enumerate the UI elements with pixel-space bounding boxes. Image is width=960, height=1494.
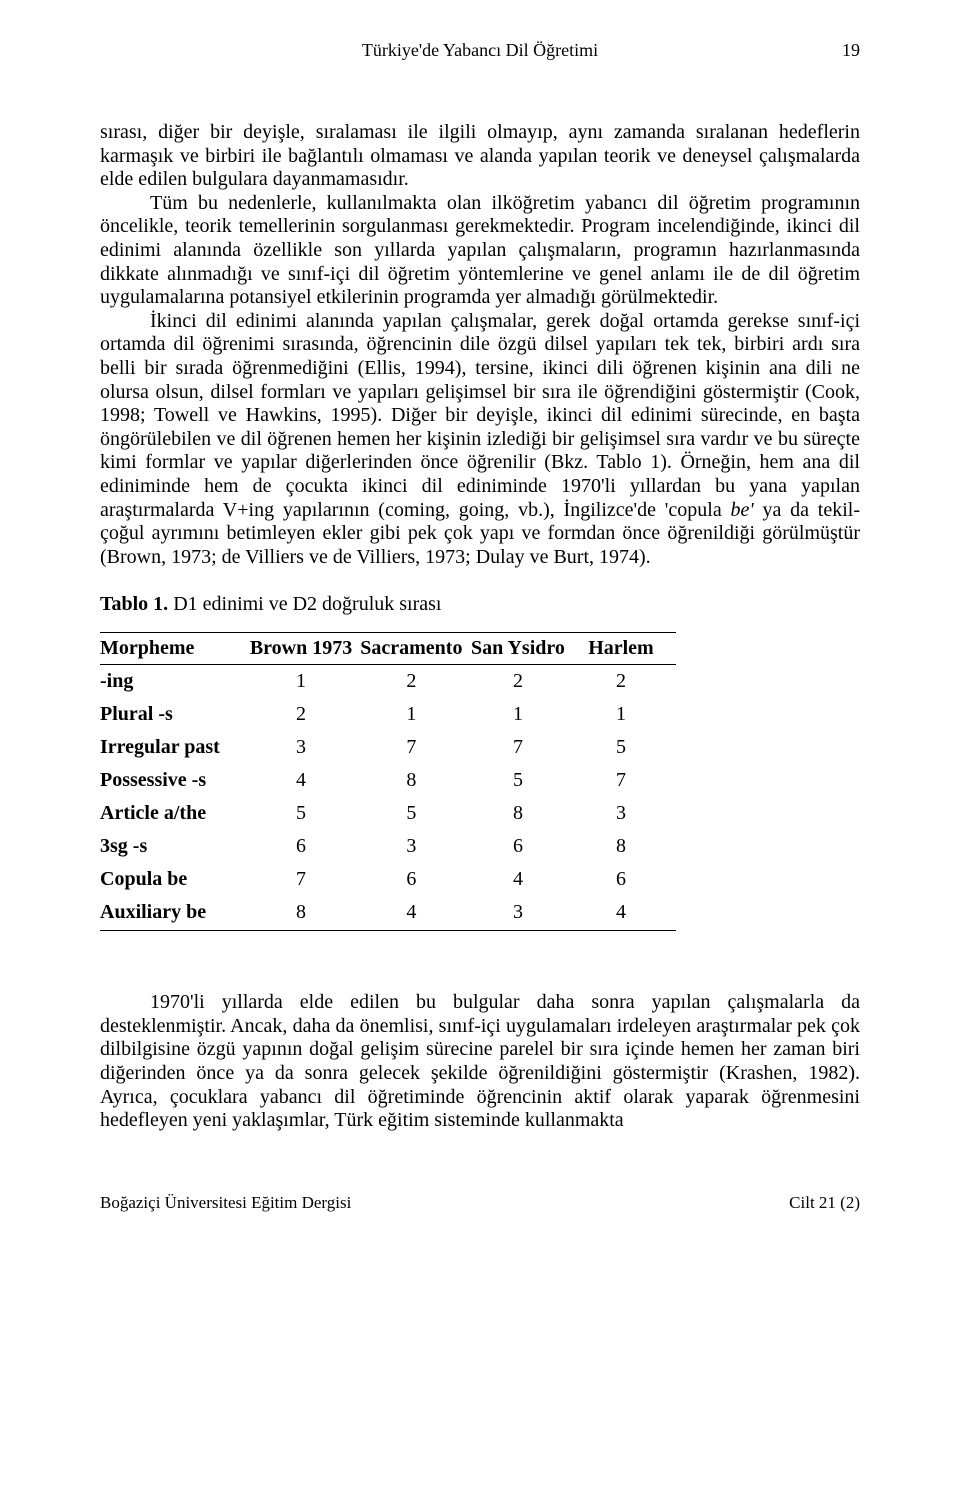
running-title: Türkiye'de Yabancı Dil Öğretimi <box>140 40 820 61</box>
paragraph-3-text: 1970'li yıllarda elde edilen bu bulgular… <box>100 991 860 1131</box>
table-caption-text: D1 edinimi ve D2 doğruluk sırası <box>168 593 441 615</box>
footer-issue: Cilt 21 (2) <box>789 1193 860 1213</box>
cell: 6 <box>470 830 573 863</box>
table-row: Auxiliary be 8 4 3 4 <box>100 896 676 931</box>
table-header-row: Morpheme Brown 1973 Sacramento San Ysidr… <box>100 633 676 665</box>
table-row: -ing 1 2 2 2 <box>100 665 676 699</box>
cell: 1 <box>573 698 676 731</box>
cell: 7 <box>573 764 676 797</box>
cell: 4 <box>470 863 573 896</box>
page-footer: Boğaziçi Üniversitesi Eğitim Dergisi Cil… <box>100 1193 860 1213</box>
row-label: Plural -s <box>100 698 250 731</box>
footer-journal: Boğaziçi Üniversitesi Eğitim Dergisi <box>100 1193 351 1213</box>
cell: 8 <box>470 797 573 830</box>
table-caption-label: Tablo 1. <box>100 593 168 615</box>
cell: 1 <box>360 698 470 731</box>
cell: 6 <box>250 830 360 863</box>
table-row: 3sg -s 6 3 6 8 <box>100 830 676 863</box>
row-label: 3sg -s <box>100 830 250 863</box>
row-label: -ing <box>100 665 250 699</box>
cell: 8 <box>573 830 676 863</box>
col-morpheme: Morpheme <box>100 633 250 665</box>
table-row: Plural -s 2 1 1 1 <box>100 698 676 731</box>
page-container: Türkiye'de Yabancı Dil Öğretimi 19 sıras… <box>0 0 960 1263</box>
cell: 2 <box>470 665 573 699</box>
row-label: Possessive -s <box>100 764 250 797</box>
col-san-ysidro: San Ysidro <box>470 633 573 665</box>
row-label: Article a/the <box>100 797 250 830</box>
table-row: Possessive -s 4 8 5 7 <box>100 764 676 797</box>
cell: 1 <box>250 665 360 699</box>
cell: 8 <box>360 764 470 797</box>
paragraph-1-lead: sırası, diğer bir deyişle, sıralaması il… <box>100 121 860 190</box>
paragraph-3: 1970'li yıllarda elde edilen bu bulgular… <box>100 991 860 1133</box>
cell: 6 <box>360 863 470 896</box>
cell: 3 <box>573 797 676 830</box>
morpheme-table: Morpheme Brown 1973 Sacramento San Ysidr… <box>100 632 676 931</box>
table-caption: Tablo 1. D1 edinimi ve D2 doğruluk sıras… <box>100 593 860 616</box>
table-body: -ing 1 2 2 2 Plural -s 2 1 1 1 Irregular… <box>100 665 676 931</box>
cell: 1 <box>470 698 573 731</box>
cell: 4 <box>250 764 360 797</box>
table-row: Article a/the 5 5 8 3 <box>100 797 676 830</box>
table-row: Copula be 7 6 4 6 <box>100 863 676 896</box>
cell: 7 <box>470 731 573 764</box>
cell: 7 <box>250 863 360 896</box>
paragraph-2a: İkinci dil edinimi alanında yapılan çalı… <box>100 310 860 521</box>
cell: 4 <box>360 896 470 931</box>
cell: 3 <box>250 731 360 764</box>
running-header: Türkiye'de Yabancı Dil Öğretimi 19 <box>100 40 860 61</box>
cell: 5 <box>360 797 470 830</box>
page-number: 19 <box>820 40 860 61</box>
cell: 6 <box>573 863 676 896</box>
cell: 2 <box>360 665 470 699</box>
cell: 3 <box>470 896 573 931</box>
col-harlem: Harlem <box>573 633 676 665</box>
col-brown-1973: Brown 1973 <box>250 633 360 665</box>
row-label: Irregular past <box>100 731 250 764</box>
cell: 2 <box>250 698 360 731</box>
paragraph-1: sırası, diğer bir deyişle, sıralaması il… <box>100 121 860 192</box>
cell: 5 <box>573 731 676 764</box>
cell: 2 <box>573 665 676 699</box>
paragraph-1-cont-text: Tüm bu nedenlerle, kullanılmakta olan il… <box>100 192 860 308</box>
cell: 8 <box>250 896 360 931</box>
paragraph-2-italic: be' <box>731 499 754 521</box>
paragraph-1-cont: Tüm bu nedenlerle, kullanılmakta olan il… <box>100 192 860 310</box>
cell: 5 <box>250 797 360 830</box>
table-row: Irregular past 3 7 7 5 <box>100 731 676 764</box>
cell: 5 <box>470 764 573 797</box>
paragraph-2: İkinci dil edinimi alanında yapılan çalı… <box>100 310 860 570</box>
row-label: Auxiliary be <box>100 896 250 931</box>
row-label: Copula be <box>100 863 250 896</box>
cell: 3 <box>360 830 470 863</box>
col-sacramento: Sacramento <box>360 633 470 665</box>
cell: 4 <box>573 896 676 931</box>
cell: 7 <box>360 731 470 764</box>
